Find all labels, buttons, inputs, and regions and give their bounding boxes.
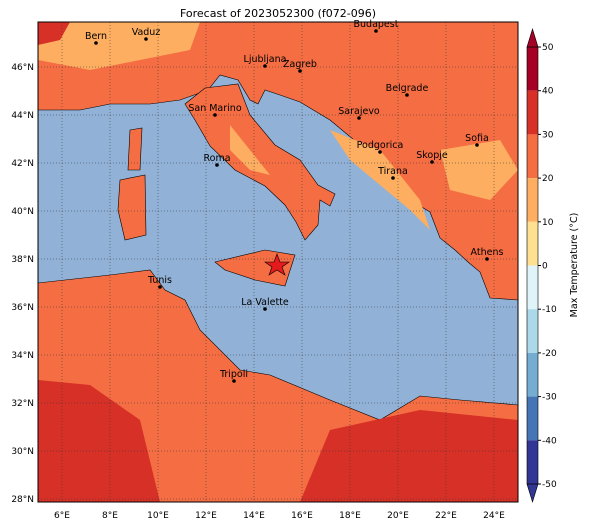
lon-tick-label: 14°E <box>243 511 265 521</box>
colorbar-tick-label: 20 <box>542 174 554 184</box>
city-dot <box>263 64 267 68</box>
forecast-star <box>264 253 290 276</box>
city-label: Athens <box>471 247 504 258</box>
city-label: Tirana <box>377 166 408 177</box>
city-label: Skopje <box>416 150 448 161</box>
city-label: Tunis <box>147 275 172 286</box>
city-dot <box>232 379 236 383</box>
city-label: Podgorica <box>357 140 404 151</box>
colorbar-tick-label: -10 <box>542 305 557 315</box>
colorbar-band <box>527 309 538 353</box>
city-dot <box>374 29 378 33</box>
city-dot <box>405 93 409 97</box>
colorbar-tick-label: 40 <box>542 87 554 97</box>
lon-tick-label: 16°E <box>291 511 313 521</box>
colorbar-band <box>527 178 538 222</box>
city-label: San Marino <box>188 103 241 114</box>
colorbar-band <box>527 396 538 441</box>
colorbar-band <box>527 352 538 397</box>
cool-patch <box>230 125 270 175</box>
land-italy <box>184 83 336 241</box>
colorbar-tick-label: 0 <box>542 262 548 272</box>
city-dot <box>94 41 98 45</box>
lat-tick-label: 28°N <box>11 495 34 505</box>
lon-tick-label: 20°E <box>387 511 409 521</box>
land-sardinia <box>117 174 147 241</box>
city-label: Sofia <box>465 133 489 144</box>
colorbar-tick-label: 30 <box>542 130 554 140</box>
lat-tick-label: 38°N <box>11 255 34 265</box>
colorbar-tick-label: 10 <box>542 218 554 228</box>
city-label: Vaduz <box>132 27 161 38</box>
city-label: Sarajevo <box>338 106 380 117</box>
city-label: Roma <box>203 153 230 164</box>
city-dot <box>391 176 395 180</box>
lat-tick-label: 34°N <box>11 351 34 361</box>
lon-tick-label: 6°E <box>54 511 70 521</box>
lat-tick-label: 30°N <box>11 447 34 457</box>
lon-tick-label: 8°E <box>102 511 118 521</box>
colorbar-tick-label: -20 <box>542 349 557 359</box>
map <box>38 22 518 502</box>
cool-patch <box>38 22 200 70</box>
city-dot <box>158 285 162 289</box>
city-dot <box>485 257 489 261</box>
colorbar-label: Max Temperature (°C) <box>569 213 580 318</box>
lon-tick-label: 18°E <box>339 511 361 521</box>
colorbar-band <box>527 265 538 310</box>
lon-tick-label: 12°E <box>195 511 217 521</box>
lon-tick-label: 24°E <box>483 511 505 521</box>
colorbar-band <box>527 221 538 266</box>
city-dot <box>378 150 382 154</box>
lat-tick-label: 40°N <box>11 207 34 217</box>
hot-patch <box>38 22 70 45</box>
city-label: Belgrade <box>386 83 429 94</box>
land-corsica <box>127 127 143 171</box>
lat-tick-label: 42°N <box>11 159 34 169</box>
hot-patch <box>300 410 518 502</box>
lat-tick-label: 32°N <box>11 399 34 409</box>
city-label: Zagreb <box>283 59 317 70</box>
colorbar-band <box>527 47 538 91</box>
lon-tick-label: 22°E <box>435 511 457 521</box>
city-dot <box>215 163 219 167</box>
cool-patch <box>330 130 430 230</box>
colorbar-tick-label: -40 <box>542 436 557 446</box>
hot-patch <box>38 380 160 502</box>
city-dot <box>144 37 148 41</box>
colorbar-extend-low <box>526 483 539 504</box>
city-dot <box>475 143 479 147</box>
colorbar-tick-label: 50 <box>542 43 554 53</box>
lat-tick-label: 44°N <box>11 111 34 121</box>
city-label: Budapest <box>354 19 399 30</box>
city-label: Tripoli <box>219 369 248 380</box>
city-dot <box>298 69 302 73</box>
colorbar-tick-label: -30 <box>542 393 557 403</box>
city-label: Bern <box>85 31 107 42</box>
lat-tick-label: 46°N <box>11 63 34 73</box>
colorbar-tick-label: -50 <box>542 480 557 490</box>
colorbar-band <box>527 440 538 484</box>
city-label: La Valette <box>241 297 289 308</box>
city-dot <box>430 160 434 164</box>
colorbar-band <box>527 90 538 135</box>
title: Forecast of 2023052300 (f072-096) <box>180 7 376 20</box>
city-label: Ljubljana <box>244 54 287 65</box>
lat-tick-label: 36°N <box>11 303 34 313</box>
map-frame <box>37 21 519 503</box>
lon-tick-label: 10°E <box>147 511 169 521</box>
city-dot <box>213 113 217 117</box>
city-dot <box>263 307 267 311</box>
cool-patch <box>440 140 518 200</box>
colorbar-extend-high <box>526 27 539 48</box>
city-dot <box>357 116 361 120</box>
colorbar-band <box>527 134 538 179</box>
